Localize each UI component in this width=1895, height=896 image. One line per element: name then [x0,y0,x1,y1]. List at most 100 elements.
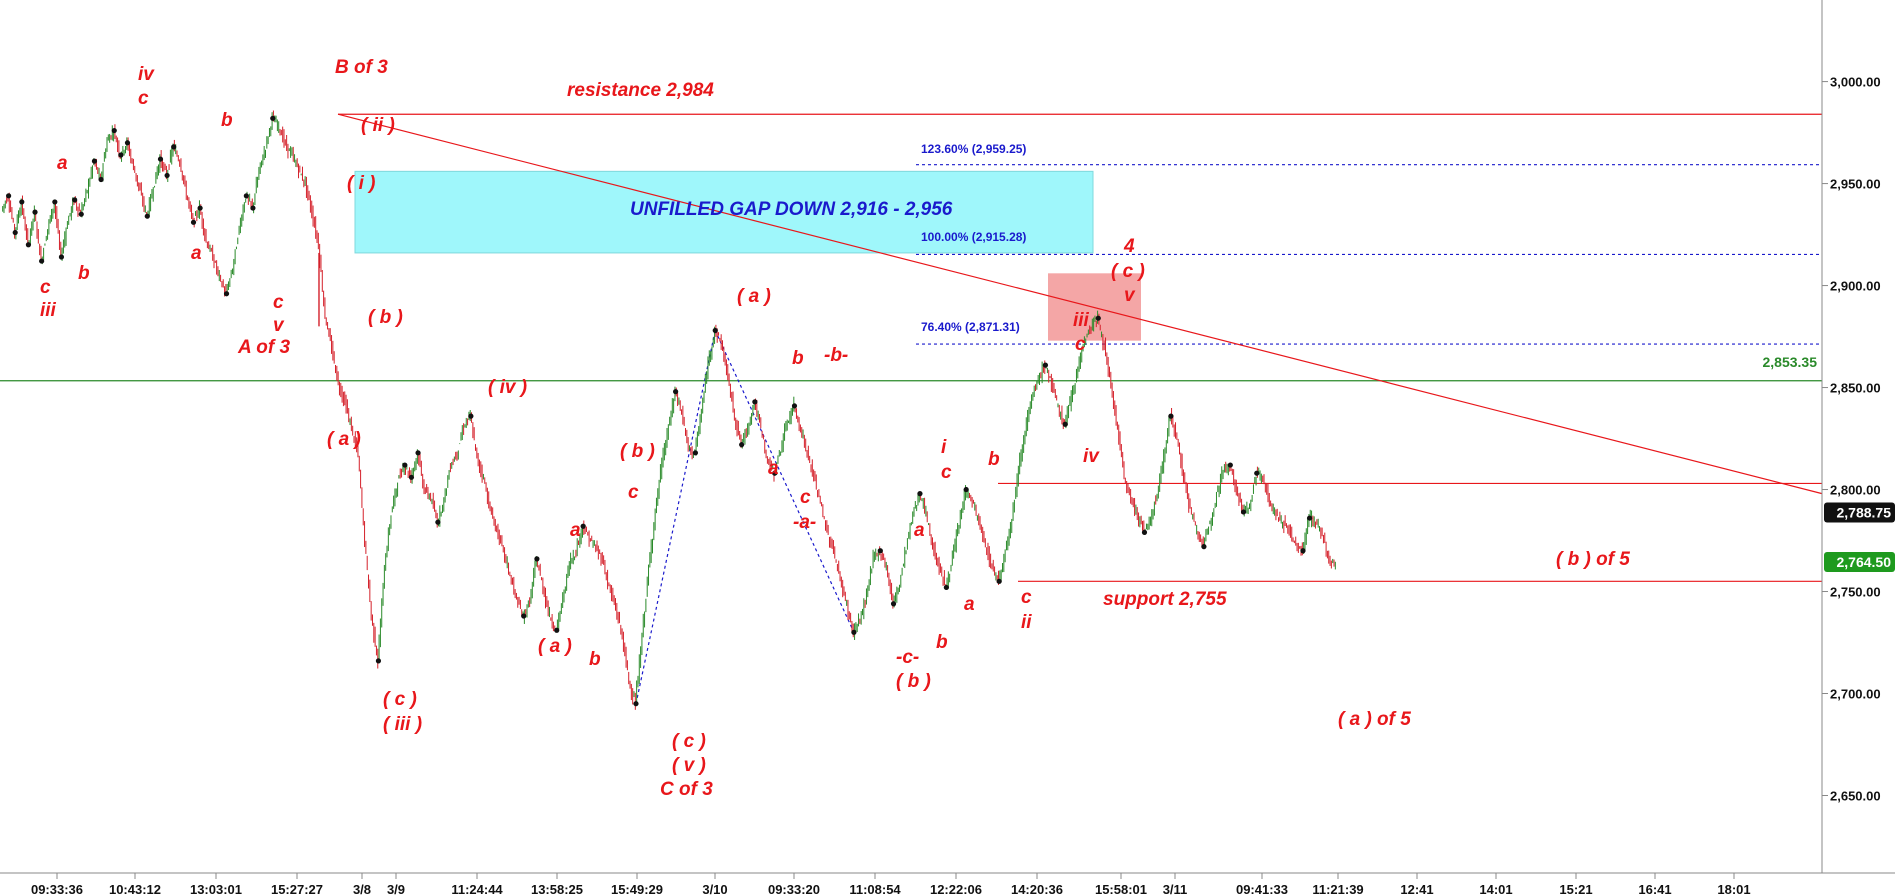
pivot-dot [1240,509,1247,515]
last-price-tag-box [1824,502,1895,523]
x-tick-label: 15:49:29 [611,882,663,896]
pivot-dot [1227,462,1233,468]
x-tick-label: 15:27:27 [271,882,323,896]
pivot-dot [19,199,25,205]
wave-label: -c- [896,647,919,668]
x-tick-label: 09:41:33 [1236,882,1288,896]
x-tick-label: 13:03:01 [190,882,242,896]
pivot-dot [712,327,718,334]
fib-label-76: 76.40% (2,871.31) [921,320,1020,334]
pivot-dot [1042,362,1049,368]
pivot-dot [963,486,969,493]
wave-label: ( b ) [896,671,931,692]
wave-label: ( c ) [1111,261,1145,282]
y-tick-label: 2,900.00 [1830,279,1881,294]
wave-label: iii [40,300,57,321]
wave-label: ( v ) [672,755,706,776]
wave-label: ( a ) [538,636,572,657]
wave-label: ( c ) [672,731,706,752]
wave-label: b [78,263,90,284]
pivot-dot [408,474,415,480]
pivot-dot [1201,544,1207,550]
pivot-dot [124,140,131,146]
x-tick-label: 09:33:36 [31,882,83,896]
y-tick-label: 2,950.00 [1830,177,1881,192]
pivot-dot [917,491,923,497]
support-label: support 2,755 [1103,589,1227,610]
pivot-dot [851,629,857,635]
fib-label-100: 100.00% (2,915.28) [921,230,1026,244]
wave-label: c [941,462,952,483]
current-price-tag: 2,764.50 [1837,554,1892,570]
wave-label: v [273,315,285,336]
pivot-dot [1095,315,1101,321]
x-tick-label: 3/8 [353,882,371,896]
x-tick-label: 18:01 [1717,882,1750,896]
pivot-dot [1168,413,1174,419]
pivot-dot [190,219,197,225]
wave-label: ( a ) [327,429,361,450]
wave-label: i [941,437,947,458]
pivot-dot [164,172,170,179]
wave-label: C of 3 [660,779,713,800]
wave-label: ( c ) [383,689,417,710]
wave-label: c [138,88,149,109]
pivot-dot [633,701,639,707]
wave-label: ( b ) [368,307,403,328]
pivot-dot [554,627,560,633]
pivot-dot [435,519,441,525]
x-tick-label: 16:41 [1638,882,1671,896]
green-level-label: 2,853.35 [1763,354,1818,370]
pivot-dot [890,601,897,607]
pivot-dot [72,197,78,203]
wave-label: c [628,482,639,503]
pivot-dot [197,205,203,211]
x-tick-label: 11:21:39 [1312,882,1363,896]
x-tick-label: 3/9 [387,882,405,896]
pivot-dot [791,403,798,409]
pivot-dot [78,211,84,217]
wave-label: a [964,594,975,615]
pivot-dot [91,158,98,164]
pivot-dot [250,205,256,211]
gap-label: UNFILLED GAP DOWN 2,916 - 2,956 [630,199,953,220]
resistance-label: resistance 2,984 [567,80,714,101]
pivot-dot [877,548,883,554]
last-price-tag: 2,788.75 [1837,504,1892,520]
x-tick-label: 15:58:01 [1095,882,1147,896]
pivot-dot [157,156,164,162]
wave-label: c [1075,334,1086,355]
x-tick-label: 09:33:20 [768,882,820,896]
x-axis: 09:33:36 10:43:12 13:03:01 15:27:27 3/8 3/9 11… [31,873,1751,896]
wave-label: ii [1021,612,1032,633]
pivot-dot [243,193,249,199]
pivot-dot [375,658,382,664]
pivot-dot [1141,529,1148,535]
pivot-dot [25,242,32,248]
gap-zone [354,170,1094,254]
wave-label: a [57,153,68,174]
pivot-dots [6,115,1313,707]
pivot-dot [12,229,18,236]
pivot-dot [1062,421,1068,427]
x-tick-label: 11:08:54 [849,882,901,896]
y-tick-label: 2,850.00 [1830,381,1881,396]
pivot-dot [270,115,276,121]
pivot-dot [52,199,58,205]
y-axis: 3,000.00 2,950.00 2,900.00 2,850.00 2,800.00… [1822,75,1881,803]
wave-label: iv [138,64,155,85]
x-tick-label: 12:22:06 [930,882,982,896]
wave-label: b [936,632,948,653]
horizontal-levels [0,113,1822,582]
pivot-dot [415,450,421,456]
x-tick-label: 12:41 [1400,882,1433,896]
wave-label: v [1124,285,1136,306]
pivot-dot [692,450,699,456]
pivot-dot [521,613,527,619]
pivot-dot [223,291,230,297]
y-tick-label: 3,000.00 [1830,75,1881,90]
wave-label: c [273,292,284,313]
dashed-wave-line-b [714,330,855,633]
